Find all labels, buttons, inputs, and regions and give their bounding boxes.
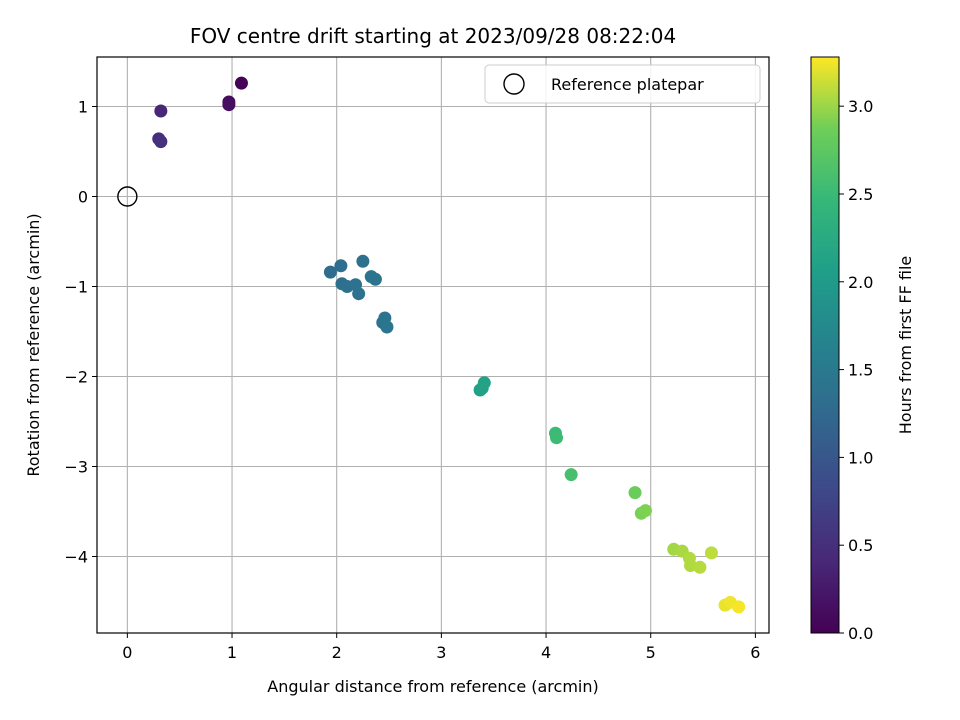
plot-frame [96, 56, 770, 634]
x-tick-label: 5 [646, 643, 656, 662]
x-tick-label: 6 [750, 643, 760, 662]
data-point [154, 104, 168, 118]
data-point [234, 76, 248, 90]
x-tick-label: 3 [436, 643, 446, 662]
reference-marker-group [117, 186, 138, 207]
data-point [222, 98, 236, 112]
data-point [334, 259, 348, 273]
data-point [356, 254, 370, 268]
legend-entry: Reference platepar [551, 75, 704, 94]
data-point [550, 431, 564, 445]
y-axis-label: Rotation from reference (arcmin) [24, 213, 43, 476]
y-tick-label: 1 [78, 98, 88, 117]
colorbar-tick-label: 1.0 [848, 448, 873, 467]
data-point [693, 560, 707, 574]
legend-box [484, 64, 761, 104]
x-tick-label: 1 [227, 643, 237, 662]
x-tick-label: 0 [122, 643, 132, 662]
data-point [380, 320, 394, 334]
y-tick-label: −2 [64, 368, 88, 387]
data-point [704, 546, 718, 560]
data-point [352, 287, 366, 301]
data-point [368, 272, 382, 286]
chart-title: FOV centre drift starting at 2023/09/28 … [190, 24, 676, 48]
colorbar-label: Hours from first FF file [896, 256, 915, 435]
data-point [323, 265, 337, 279]
y-tick-label: −4 [64, 548, 88, 567]
colorbar-ticks: 0.0 0.5 1.0 1.5 2.0 2.5 3.0 [839, 97, 873, 643]
colorbar-tick-label: 3.0 [848, 97, 873, 116]
colorbar-tick-label: 0.0 [848, 624, 873, 643]
scatter-points [152, 76, 746, 614]
colorbar [810, 56, 840, 634]
x-tick-label: 2 [332, 643, 342, 662]
y-tick-label: −3 [64, 458, 88, 477]
data-point [628, 486, 642, 500]
colorbar-tick-label: 2.0 [848, 273, 873, 292]
y-axis: 1 0 −1 −2 −3 −4 [64, 98, 97, 567]
colorbar-tick-label: 2.5 [848, 185, 873, 204]
grid-lines [97, 57, 769, 633]
x-tick-label: 4 [541, 643, 551, 662]
x-axis: 0 1 2 3 4 5 6 [122, 633, 760, 662]
y-tick-label: −1 [64, 278, 88, 297]
x-axis-label: Angular distance from reference (arcmin) [267, 677, 598, 696]
legend-marker-icon [503, 73, 525, 95]
legend: Reference platepar [484, 64, 761, 104]
data-point [477, 376, 491, 390]
data-point [564, 468, 578, 482]
data-point [154, 135, 168, 149]
colorbar-tick-label: 0.5 [848, 536, 873, 555]
reference-platepar-marker [117, 186, 138, 207]
data-point [638, 504, 652, 518]
colorbar-tick-label: 1.5 [848, 361, 873, 380]
y-tick-label: 0 [78, 188, 88, 207]
data-point [732, 600, 746, 614]
